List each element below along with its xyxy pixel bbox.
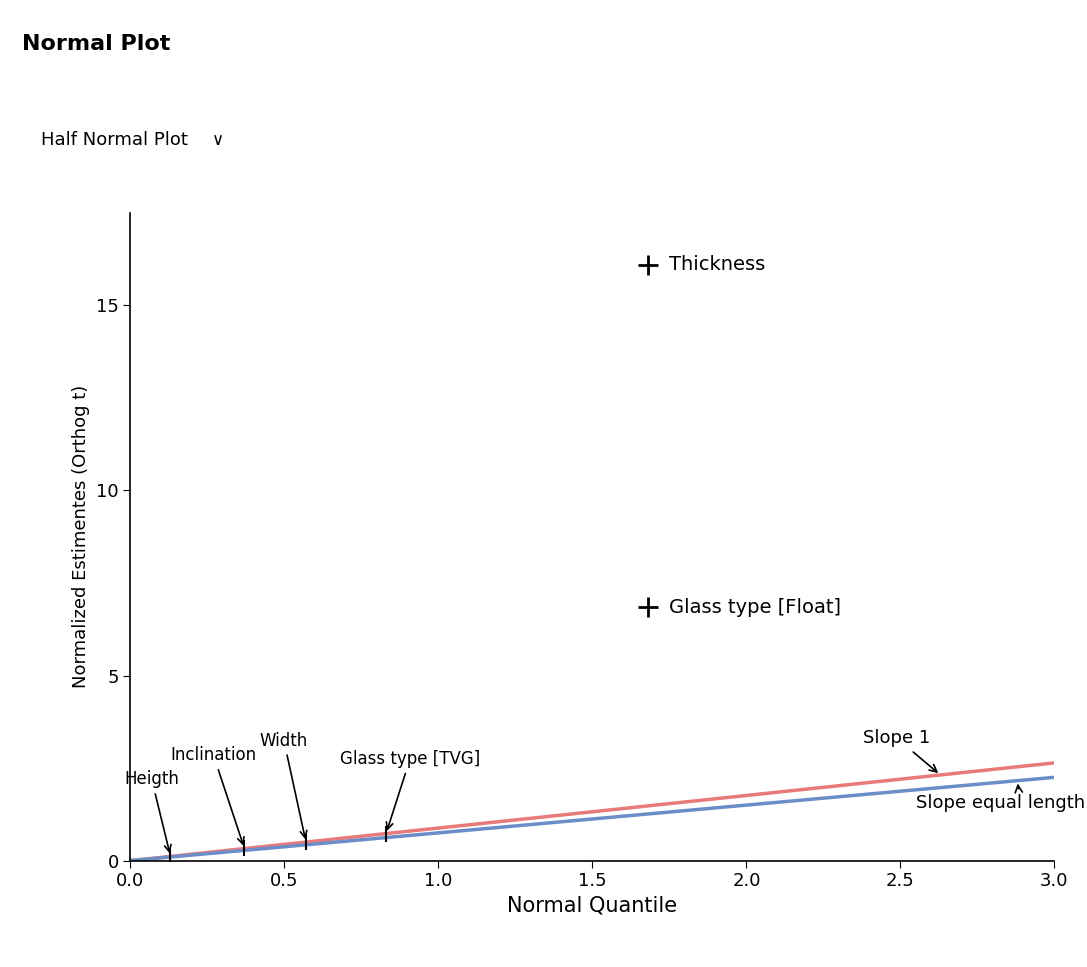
Text: ∨: ∨ (212, 132, 224, 149)
Text: Width: Width (260, 732, 308, 837)
Text: Slope equal length PSE: Slope equal length PSE (915, 785, 1087, 812)
Text: Glass type [TVG]: Glass type [TVG] (340, 750, 480, 829)
Text: Thickness: Thickness (670, 255, 765, 274)
Text: Heigth: Heigth (124, 771, 179, 852)
Text: Normal Plot: Normal Plot (22, 34, 170, 53)
Y-axis label: Normalized Estimentes (Orthog t): Normalized Estimentes (Orthog t) (72, 385, 90, 689)
Text: Inclination: Inclination (171, 747, 257, 844)
Text: Slope 1: Slope 1 (863, 729, 937, 772)
X-axis label: Normal Quantile: Normal Quantile (508, 896, 677, 916)
Text: Glass type [Float]: Glass type [Float] (670, 598, 841, 617)
Text: Half Normal Plot: Half Normal Plot (41, 132, 188, 149)
